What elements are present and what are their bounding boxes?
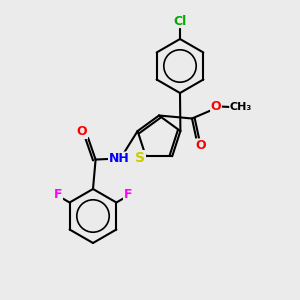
- Text: O: O: [77, 125, 87, 138]
- Text: F: F: [124, 188, 132, 202]
- Text: O: O: [196, 139, 206, 152]
- Text: O: O: [211, 100, 221, 113]
- Text: CH₃: CH₃: [230, 102, 252, 112]
- Text: Cl: Cl: [173, 14, 187, 28]
- Text: NH: NH: [109, 152, 129, 165]
- Text: F: F: [54, 188, 62, 202]
- Text: S: S: [135, 151, 146, 165]
